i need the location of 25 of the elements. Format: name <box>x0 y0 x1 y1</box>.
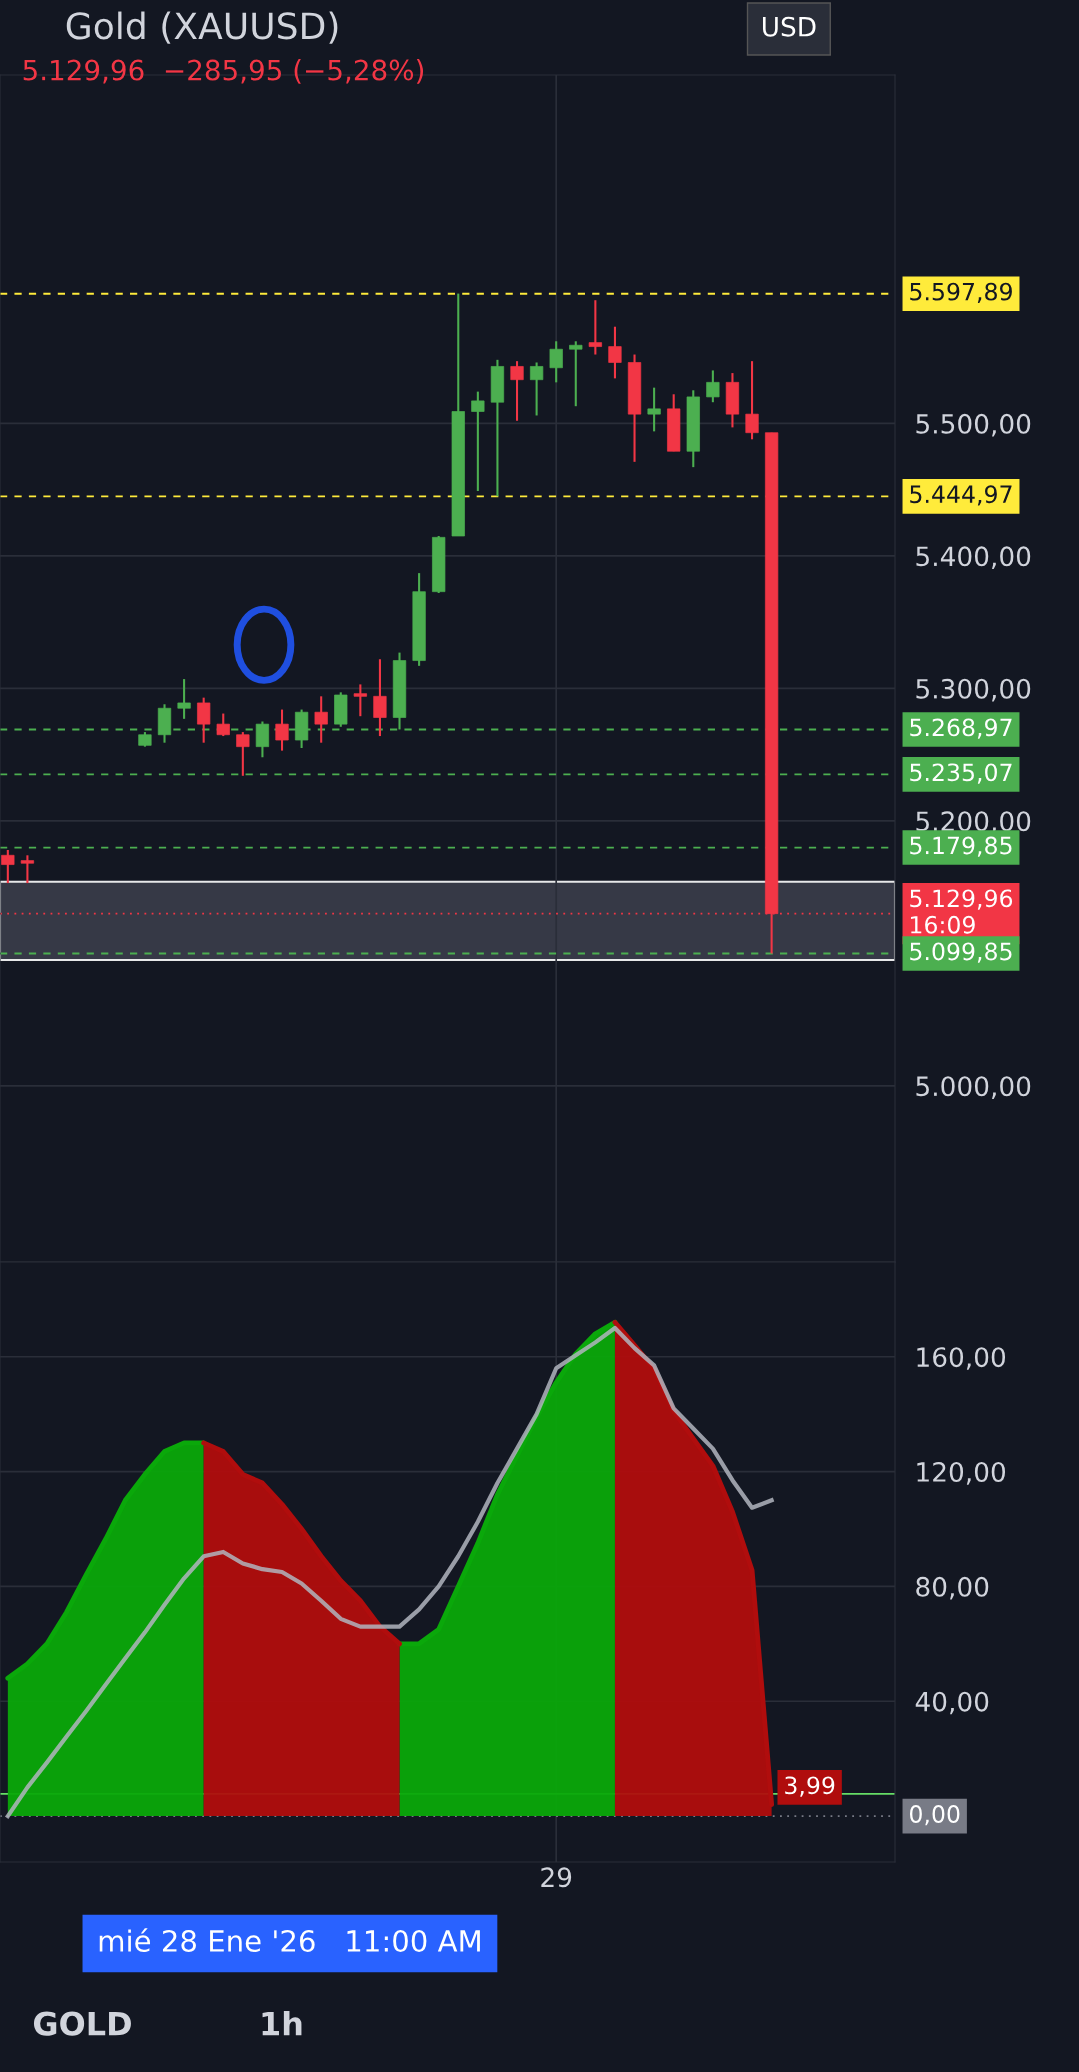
y-tick-label: 120,00 <box>917 1462 1006 1485</box>
y-tick-label: 5.000,00 <box>916 1076 1031 1099</box>
y-tick-label: 5.200,00 <box>916 811 1031 834</box>
chart-subtitle: 5.129,96 −285,95 (−5,28%) <box>23 59 424 84</box>
y-tick-label: 40,00 <box>915 1691 989 1715</box>
ref-line-label: 0,00 <box>909 1805 960 1826</box>
data-label: 3,99 <box>785 1776 835 1797</box>
text: GOLD <box>33 2011 131 2036</box>
chart-title: Gold (XAUUSD) <box>66 11 338 44</box>
y-tick-label: 80,00 <box>916 1576 989 1600</box>
text: USD <box>762 16 816 37</box>
ref-line-label: 5.597,89 <box>910 282 1012 303</box>
x-tick-label: 29 <box>541 1867 572 1888</box>
ref-line-label: 5.444,97 <box>910 485 1012 506</box>
y-tick-label: 160,00 <box>917 1347 1006 1370</box>
ref-line-label: 5.129,96 16:09 <box>910 889 1013 934</box>
text: 1h <box>262 2010 302 2036</box>
ref-line-label: 5.235,07 <box>910 763 1012 784</box>
ref-line-label: 5.268,97 <box>910 718 1012 739</box>
text: mié 28 Ene '26 11:00 AM <box>99 1928 480 1952</box>
ref-line-label: 5.179,85 <box>910 836 1012 857</box>
y-tick-label: 5.300,00 <box>916 678 1031 702</box>
y-tick-label: 5.400,00 <box>916 546 1031 569</box>
y-tick-label: 5.500,00 <box>916 413 1031 437</box>
ref-line-label: 5.099,85 <box>910 942 1012 963</box>
